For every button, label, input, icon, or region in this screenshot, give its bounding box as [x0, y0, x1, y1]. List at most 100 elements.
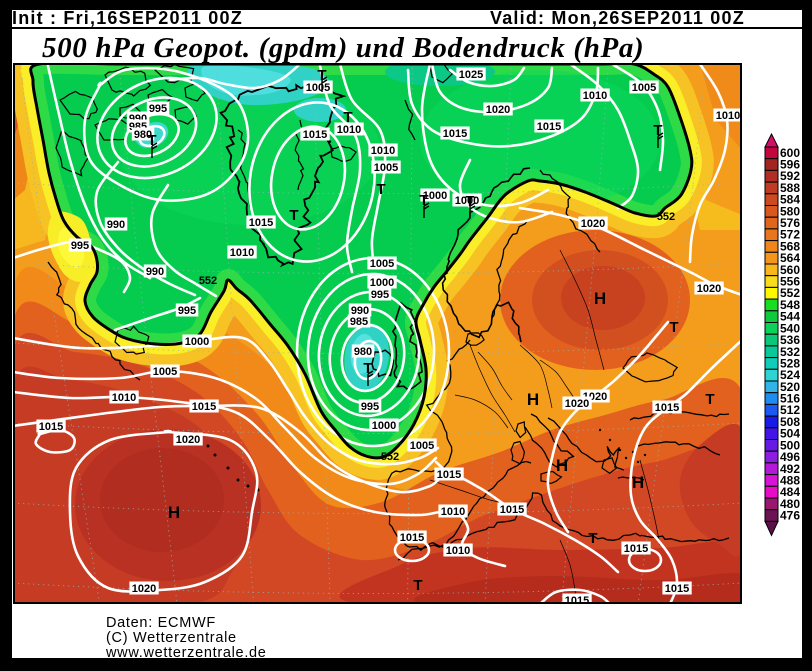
svg-text:496: 496 [780, 450, 800, 464]
svg-text:1010: 1010 [441, 506, 465, 518]
svg-text:1015: 1015 [500, 504, 524, 516]
svg-text:1015: 1015 [624, 543, 648, 555]
svg-text:T: T [588, 530, 597, 547]
svg-text:1005: 1005 [632, 82, 656, 94]
svg-text:488: 488 [780, 473, 800, 487]
svg-text:560: 560 [780, 263, 800, 277]
svg-text:1015: 1015 [249, 217, 273, 229]
svg-text:995: 995 [71, 240, 89, 252]
svg-text:H: H [632, 473, 644, 492]
svg-text:1005: 1005 [306, 82, 330, 94]
svg-text:504: 504 [780, 427, 800, 441]
svg-text:540: 540 [780, 321, 800, 335]
svg-text:564: 564 [780, 251, 800, 265]
svg-text:500: 500 [780, 438, 800, 452]
svg-text:1015: 1015 [39, 421, 63, 433]
svg-text:512: 512 [780, 403, 800, 417]
svg-text:1010: 1010 [337, 124, 361, 136]
svg-text:524: 524 [780, 368, 800, 382]
svg-text:1010: 1010 [446, 545, 470, 557]
svg-text:995: 995 [361, 401, 379, 413]
svg-text:T: T [343, 109, 352, 126]
svg-text:T: T [289, 207, 298, 224]
svg-text:580: 580 [780, 204, 800, 218]
svg-text:1020: 1020 [565, 398, 589, 410]
svg-text:528: 528 [780, 357, 800, 371]
svg-text:T: T [419, 192, 428, 209]
svg-text:552: 552 [780, 286, 800, 300]
svg-text:1010: 1010 [230, 247, 254, 259]
svg-text:480: 480 [780, 497, 800, 511]
svg-text:592: 592 [780, 169, 800, 183]
svg-text:1015: 1015 [443, 128, 467, 140]
svg-text:H: H [168, 503, 180, 522]
svg-text:1005: 1005 [374, 162, 398, 174]
svg-text:576: 576 [780, 216, 800, 230]
svg-text:1015: 1015 [437, 469, 461, 481]
svg-text:1000: 1000 [372, 420, 396, 432]
svg-text:588: 588 [780, 181, 800, 195]
svg-text:T: T [147, 132, 156, 149]
svg-text:995: 995 [178, 305, 196, 317]
svg-text:1015: 1015 [537, 121, 561, 133]
svg-text:508: 508 [780, 415, 800, 429]
svg-text:520: 520 [780, 380, 800, 394]
svg-text:552: 552 [381, 451, 399, 463]
svg-text:484: 484 [780, 485, 800, 499]
svg-text:552: 552 [199, 275, 217, 287]
svg-text:T: T [363, 360, 372, 377]
svg-text:H: H [556, 456, 568, 475]
svg-text:1010: 1010 [371, 145, 395, 157]
svg-text:980: 980 [354, 346, 372, 358]
svg-text:1005: 1005 [410, 440, 434, 452]
svg-text:1015: 1015 [400, 532, 424, 544]
svg-text:985: 985 [350, 316, 368, 328]
svg-text:1010: 1010 [112, 392, 136, 404]
svg-text:492: 492 [780, 462, 800, 476]
svg-text:995: 995 [371, 289, 389, 301]
svg-text:532: 532 [780, 345, 800, 359]
svg-text:990: 990 [107, 219, 125, 231]
svg-text:990: 990 [351, 305, 369, 317]
svg-text:1015: 1015 [665, 583, 689, 595]
svg-text:1000: 1000 [423, 190, 447, 202]
svg-text:1020: 1020 [176, 434, 200, 446]
svg-text:548: 548 [780, 298, 800, 312]
svg-text:1005: 1005 [153, 366, 177, 378]
svg-text:1005: 1005 [370, 258, 394, 270]
svg-text:T: T [413, 577, 422, 594]
svg-text:536: 536 [780, 333, 800, 347]
svg-text:T: T [705, 391, 714, 408]
svg-text:T: T [653, 122, 662, 139]
svg-text:1020: 1020 [697, 283, 721, 295]
svg-text:T: T [465, 193, 474, 210]
svg-text:516: 516 [780, 392, 800, 406]
svg-text:1025: 1025 [459, 69, 483, 81]
svg-text:1015: 1015 [565, 595, 589, 604]
svg-text:1000: 1000 [370, 277, 394, 289]
svg-text:980: 980 [134, 129, 152, 141]
svg-text:H: H [527, 390, 539, 409]
svg-text:1010: 1010 [716, 110, 740, 122]
svg-text:600: 600 [780, 146, 800, 160]
svg-text:995: 995 [149, 103, 167, 115]
svg-text:T: T [669, 319, 678, 336]
svg-text:544: 544 [780, 310, 800, 324]
svg-text:1015: 1015 [192, 401, 216, 413]
svg-text:1015: 1015 [655, 402, 679, 414]
svg-text:T: T [317, 67, 326, 84]
svg-text:990: 990 [146, 266, 164, 278]
svg-text:1020: 1020 [581, 218, 605, 230]
svg-text:1015: 1015 [303, 129, 327, 141]
svg-text:H: H [594, 289, 606, 308]
svg-text:T: T [376, 181, 385, 198]
svg-text:1010: 1010 [583, 90, 607, 102]
svg-text:476: 476 [780, 509, 800, 523]
svg-text:568: 568 [780, 239, 800, 253]
svg-text:596: 596 [780, 158, 800, 172]
svg-text:552: 552 [657, 211, 675, 223]
svg-text:1020: 1020 [132, 583, 156, 595]
svg-text:584: 584 [780, 193, 800, 207]
svg-text:572: 572 [780, 228, 800, 242]
svg-text:556: 556 [780, 275, 800, 289]
